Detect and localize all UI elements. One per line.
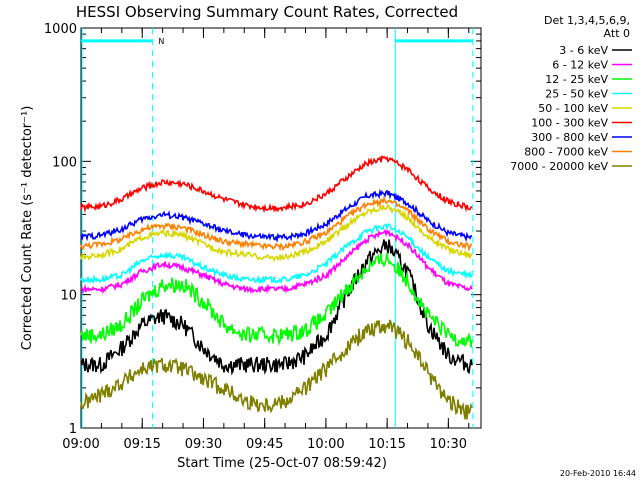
x-tick-label: 10:15 [368, 437, 405, 452]
x-tick-label: 09:00 [62, 437, 99, 452]
series-line [80, 222, 473, 285]
legend-label: 300 - 800 keV [531, 131, 608, 144]
x-axis-label: Start Time (25-Oct-07 08:59:42) [177, 456, 387, 471]
legend-label: 50 - 100 keV [538, 102, 608, 115]
legend-label: 800 - 7000 keV [524, 146, 608, 159]
legend-label: 6 - 12 keV [552, 59, 608, 72]
timestamp-text: 20-Feb-2010 16:44 [560, 469, 636, 478]
series-line [80, 195, 473, 252]
legend-label: 7000 - 20000 keV [510, 160, 608, 173]
series-line [80, 203, 473, 263]
legend: Det 1,3,4,5,6,9,Att 0 3 - 6 keV 6 - 12 keV… [510, 14, 632, 173]
x-tick-label: 10:00 [307, 437, 344, 452]
series-line [80, 188, 473, 243]
y-tick-label: 100 [52, 155, 77, 170]
series-line [80, 155, 473, 214]
legend-label: 25 - 50 keV [545, 88, 608, 101]
legend-header: Att 0 [604, 27, 630, 40]
legend-label: 12 - 25 keV [545, 73, 608, 86]
y-tick-label: 10 [60, 289, 77, 304]
flag-bar-label: N [158, 37, 164, 46]
x-tick-label: 10:30 [430, 437, 467, 452]
x-tick-label: 09:15 [123, 437, 160, 452]
legend-label: 100 - 300 keV [531, 117, 608, 130]
y-axis-label: Corrected Count Rate (s⁻¹ detector⁻¹) [20, 106, 35, 351]
series-line [80, 239, 473, 376]
series-line [80, 252, 473, 348]
legend-header: Det 1,3,4,5,6,9, [544, 14, 630, 27]
x-tick-label: 09:30 [185, 437, 222, 452]
legend-label: 3 - 6 keV [559, 44, 608, 57]
plot-area: 1 10 100 1000 09:00 09:15 09:30 09:45 10:00 10:15… [44, 22, 482, 452]
y-tick-label: 1 [69, 422, 77, 437]
chart-title: HESSI Observing Summary Count Rates, Cor… [76, 3, 458, 21]
series-line [80, 228, 473, 295]
plot-frame [80, 27, 482, 429]
x-tick-label: 09:45 [246, 437, 283, 452]
y-tick-label: 1000 [44, 22, 77, 37]
series-line [80, 319, 473, 420]
